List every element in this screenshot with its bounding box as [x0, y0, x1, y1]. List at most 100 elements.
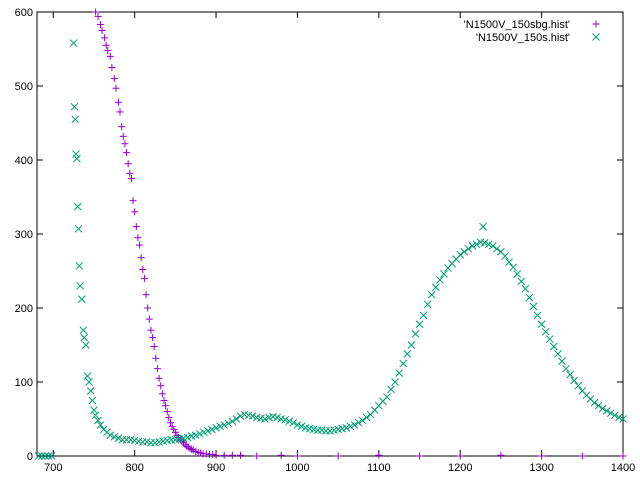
- y-tick-label: 500: [15, 81, 33, 93]
- data-point: [322, 426, 330, 435]
- data-point: [220, 451, 228, 459]
- data-point: [74, 224, 83, 233]
- data-point: [236, 451, 244, 459]
- data-point: [208, 425, 216, 434]
- data-point: [545, 335, 554, 343]
- data-point: [501, 252, 509, 261]
- data-point: [521, 284, 530, 293]
- data-point: [590, 398, 599, 407]
- data-point: [436, 276, 444, 284]
- data-point: [183, 433, 192, 442]
- data-point: [44, 452, 53, 460]
- data-point: [165, 414, 173, 422]
- series-0: [92, 8, 627, 460]
- data-point: [431, 283, 440, 292]
- data-point: [131, 208, 139, 216]
- data-point: [71, 115, 80, 124]
- data-point: [126, 169, 134, 177]
- x-tick-label: 800: [125, 462, 143, 474]
- x-tick-label: 1300: [529, 462, 553, 474]
- data-point: [297, 422, 306, 431]
- data-point: [419, 311, 428, 320]
- data-point: [456, 452, 464, 460]
- data-point: [293, 421, 302, 429]
- data-point: [362, 413, 371, 422]
- data-point: [440, 270, 448, 278]
- data-point: [110, 75, 118, 83]
- data-point: [41, 452, 49, 460]
- data-point: [73, 202, 82, 211]
- data-point: [79, 326, 88, 335]
- data-point: [168, 422, 176, 430]
- data-point: [157, 382, 165, 390]
- y-tick-label: 400: [15, 155, 33, 167]
- data-point: [199, 428, 208, 437]
- data-point: [248, 412, 257, 420]
- data-point: [204, 426, 212, 435]
- data-point: [375, 451, 383, 459]
- data-point: [509, 263, 517, 272]
- x-tick-label: 1100: [367, 462, 391, 474]
- y-tick-label: 300: [15, 229, 33, 241]
- data-point: [129, 197, 137, 205]
- data-point: [562, 364, 570, 373]
- data-point: [216, 422, 224, 431]
- data-point: [106, 431, 115, 440]
- data-point: [139, 266, 147, 274]
- data-point: [456, 250, 465, 259]
- data-point: [313, 426, 322, 434]
- data-point: [566, 370, 574, 379]
- data-point: [513, 270, 522, 278]
- data-point: [163, 408, 171, 416]
- data-point: [472, 240, 481, 249]
- data-point: [114, 434, 123, 443]
- data-point: [76, 281, 84, 290]
- data-point: [209, 451, 217, 459]
- data-point: [549, 342, 558, 351]
- data-point: [170, 425, 178, 433]
- data-point: [537, 320, 546, 329]
- data-point: [484, 240, 493, 249]
- data-point: [121, 140, 129, 148]
- data-point: [147, 438, 155, 447]
- data-point: [123, 149, 131, 157]
- data-point: [594, 401, 603, 410]
- data-point: [137, 254, 145, 262]
- data-point: [570, 376, 579, 385]
- data-point: [114, 98, 122, 106]
- data-point: [480, 239, 489, 247]
- y-tick-label: 600: [15, 7, 33, 19]
- data-point: [119, 132, 127, 140]
- x-tick-label: 1200: [448, 462, 472, 474]
- data-point: [415, 320, 424, 329]
- series-1: [34, 39, 627, 460]
- data-point: [488, 241, 497, 250]
- data-point: [80, 333, 89, 342]
- data-point: [606, 409, 615, 417]
- data-point: [281, 415, 290, 424]
- data-point: [127, 175, 135, 182]
- legend: 'N1500V_150sbg.hist''N1500V_150s.hist': [464, 19, 600, 44]
- data-point: [253, 452, 261, 460]
- data-point: [106, 52, 114, 60]
- data-point: [155, 374, 163, 382]
- data-point: [342, 424, 351, 432]
- x-tick-label: 900: [207, 462, 225, 474]
- data-point: [464, 244, 473, 253]
- data-point: [160, 397, 168, 404]
- data-point: [492, 244, 501, 253]
- data-point: [615, 413, 623, 422]
- data-point: [423, 300, 432, 309]
- data-point: [118, 123, 126, 131]
- data-point: [38, 452, 46, 460]
- data-point: [619, 452, 627, 460]
- data-point: [350, 421, 359, 429]
- data-point: [554, 350, 562, 358]
- data-point: [468, 241, 477, 250]
- data-point: [162, 402, 170, 410]
- data-point: [34, 452, 43, 460]
- data-point: [598, 404, 607, 413]
- data-point: [525, 293, 534, 302]
- data-point: [277, 451, 285, 459]
